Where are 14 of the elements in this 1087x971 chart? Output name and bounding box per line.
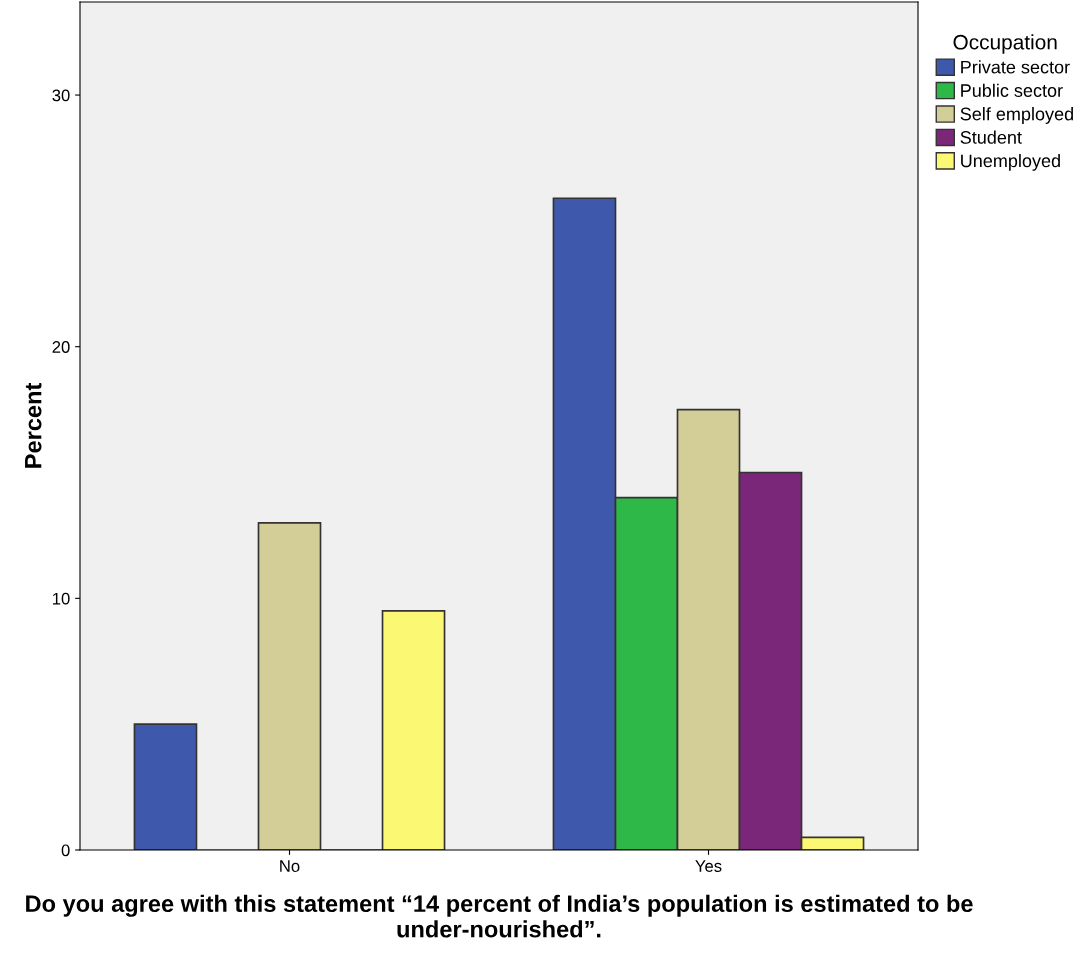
y-tick-label: 0	[61, 844, 70, 857]
legend-label: Self employed	[960, 107, 1073, 124]
legend-title: Occupation	[953, 34, 1057, 54]
legend-label: Unemployed	[961, 153, 1060, 171]
y-tick-label: 20	[52, 341, 70, 353]
x-tick-label: No	[280, 860, 300, 872]
legend-label: Student	[960, 130, 1022, 144]
x-axis-title: Do you agree with this statement “14 percent of India’s population is estimated to be under-nourished”.	[26, 894, 973, 938]
x-tick-label: Yes	[695, 860, 722, 872]
legend-label: Private sector	[961, 60, 1070, 74]
y-tick-label: 10	[53, 592, 70, 605]
legend-label: Public sector	[961, 83, 1063, 97]
y-tick-label: 30	[52, 89, 70, 102]
y-axis-title: Percent	[25, 382, 42, 468]
